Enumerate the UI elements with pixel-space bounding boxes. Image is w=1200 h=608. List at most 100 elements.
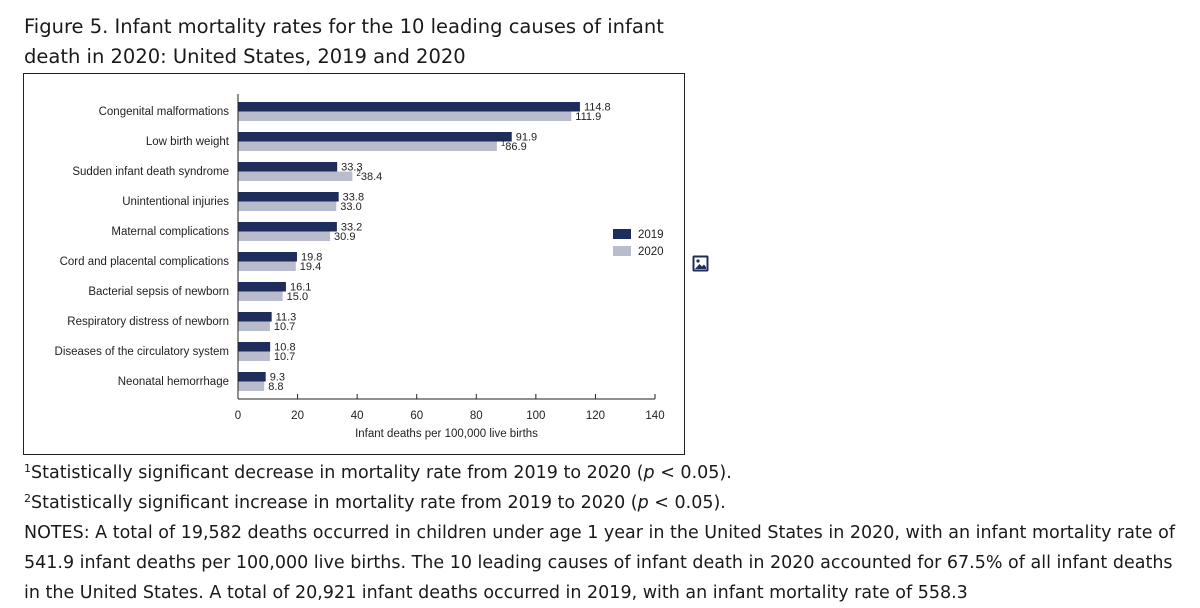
legend-swatch-2019 (613, 229, 631, 239)
footnote-2: 2Statistically significant increase in m… (24, 488, 1184, 518)
p-symbol: p (643, 463, 655, 483)
x-tick-label: 40 (351, 410, 364, 422)
bar-2019 (238, 222, 337, 232)
x-tick-label: 60 (410, 410, 423, 422)
bar-2020 (238, 291, 283, 301)
data-value: 86.9 (505, 141, 526, 153)
bar-2020 (238, 111, 572, 121)
x-tick-label: 0 (235, 410, 241, 422)
data-label: 238.4 (356, 169, 382, 184)
category-label: Congenital malformations (99, 106, 230, 118)
data-label: 19.8 (301, 252, 322, 264)
footnote-text: < 0.05). (648, 493, 726, 513)
data-value: 33.0 (340, 201, 361, 213)
footnotes: 1Statistically significant decrease in m… (24, 458, 1184, 608)
data-label: 11.3 (276, 312, 297, 324)
bar-2020 (238, 141, 497, 151)
data-value: 9.3 (270, 372, 285, 384)
data-value: 33.3 (341, 162, 362, 174)
bar-2020 (238, 381, 265, 391)
bar-2019 (238, 162, 338, 172)
category-label: Low birth weight (146, 136, 230, 148)
data-value: 11.3 (276, 312, 297, 324)
x-tick-label: 20 (291, 410, 304, 422)
data-value: 33.2 (341, 222, 362, 234)
bar-2019 (238, 372, 266, 382)
data-value: 30.9 (334, 231, 355, 243)
data-value: 8.8 (268, 381, 283, 393)
x-tick-label: 120 (586, 410, 605, 422)
significance-marker: 2 (356, 169, 361, 178)
x-tick-label: 140 (645, 410, 664, 422)
category-label: Sudden infant death syndrome (72, 166, 229, 178)
data-value: 33.8 (343, 192, 364, 204)
data-label: 9.3 (270, 372, 285, 384)
data-label: 15.0 (287, 291, 308, 303)
footnote-marker: 1 (24, 462, 31, 475)
legend-label: 2020 (638, 246, 664, 258)
data-value: 19.4 (300, 261, 321, 273)
category-label: Bacterial sepsis of newborn (88, 286, 229, 298)
x-tick-label: 100 (526, 410, 545, 422)
data-label: 111.9 (575, 111, 601, 123)
image-icon[interactable] (692, 255, 709, 272)
data-label: 91.9 (516, 132, 537, 144)
footnote-text: < 0.05). (654, 463, 732, 483)
x-tick-label: 80 (470, 410, 483, 422)
notes-text: NOTES: A total of 19,582 deaths occurred… (24, 523, 1175, 603)
data-label: 33.3 (341, 162, 362, 174)
data-label: 30.9 (334, 231, 355, 243)
data-value: 10.7 (274, 321, 295, 333)
category-label: Respiratory distress of newborn (67, 316, 229, 328)
bar-2019 (238, 102, 580, 112)
data-label: 33.2 (341, 222, 362, 234)
x-axis-title: Infant deaths per 100,000 live births (355, 428, 538, 440)
category-label: Maternal complications (111, 226, 229, 238)
bar-2020 (238, 351, 270, 361)
legend-label: 2019 (638, 229, 664, 241)
data-label: 10.7 (274, 321, 295, 333)
footnote-marker: 2 (24, 492, 31, 505)
bar-2019 (238, 252, 297, 262)
data-value: 91.9 (516, 132, 537, 144)
bar-2020 (238, 261, 296, 271)
data-label: 33.0 (340, 201, 361, 213)
footnote-text: Statistically significant increase in mo… (31, 493, 638, 513)
bar-2020 (238, 171, 353, 181)
data-label: 10.8 (274, 342, 295, 354)
data-value: 10.8 (274, 342, 295, 354)
footnote-text: Statistically significant decrease in mo… (31, 463, 644, 483)
bar-2019 (238, 282, 286, 292)
data-value: 38.4 (361, 171, 382, 183)
bar-2019 (238, 342, 271, 352)
data-label: 19.4 (300, 261, 321, 273)
data-label: 8.8 (268, 381, 283, 393)
category-label: Cord and placental complications (60, 256, 230, 268)
significance-marker: 1 (501, 139, 506, 148)
data-value: 10.7 (274, 351, 295, 363)
data-value: 16.1 (290, 282, 311, 294)
data-value: 114.8 (584, 102, 611, 114)
bar-2020 (238, 231, 331, 241)
data-label: 114.8 (584, 102, 611, 114)
bar-2019 (238, 192, 339, 202)
data-label: 16.1 (290, 282, 311, 294)
bar-2020 (238, 321, 270, 331)
data-value: 111.9 (575, 111, 601, 123)
p-symbol: p (637, 493, 649, 513)
data-value: 15.0 (287, 291, 308, 303)
bar-2019 (238, 312, 272, 322)
category-label: Diseases of the circulatory system (55, 346, 229, 358)
figure-title: Figure 5. Infant mortality rates for the… (24, 15, 664, 68)
chart-frame: Congenital malformations 114.8 111.9 Low bi… (23, 73, 685, 455)
category-label: Neonatal hemorrhage (118, 376, 229, 388)
footnote-1: 1Statistically significant decrease in m… (24, 458, 1184, 488)
data-value: 19.8 (301, 252, 322, 264)
data-label: 10.7 (274, 351, 295, 363)
legend-swatch-2020 (613, 246, 631, 256)
bar-2019 (238, 132, 512, 142)
category-label: Unintentional injuries (122, 196, 229, 208)
data-label: 186.9 (501, 139, 527, 154)
bar-2020 (238, 201, 337, 211)
